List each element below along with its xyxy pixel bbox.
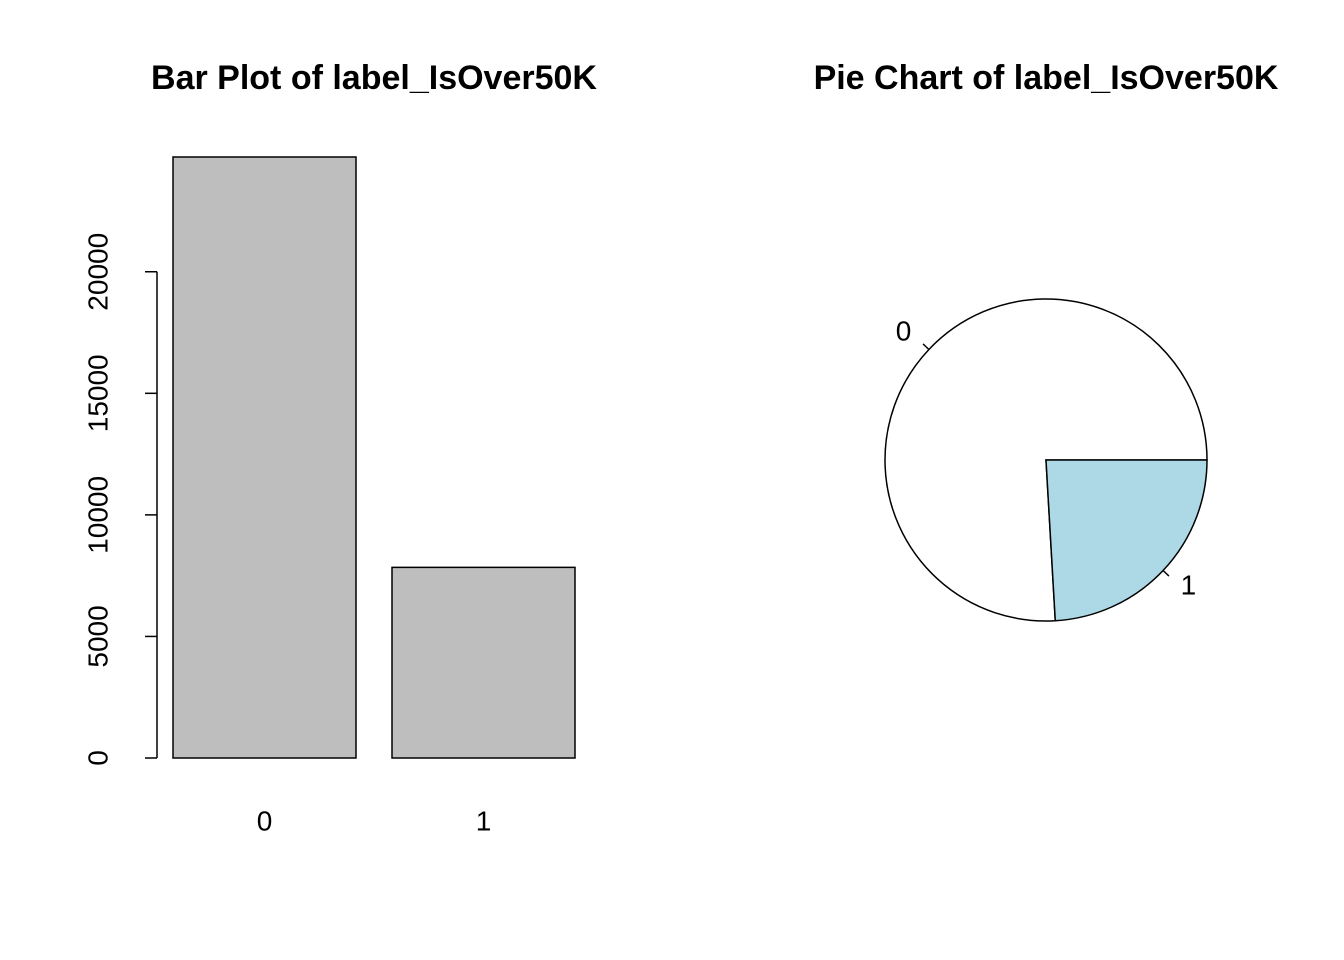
pie-label: 0 (896, 315, 912, 346)
pie-leader (922, 343, 930, 351)
y-tick-label: 5000 (82, 605, 113, 667)
pie-leader (1162, 569, 1170, 577)
y-tick-label: 20000 (82, 233, 113, 311)
x-tick-label: 0 (257, 805, 273, 836)
y-tick-label: 15000 (82, 354, 113, 432)
chart-title: Bar Plot of label_IsOver50K (151, 59, 597, 97)
y-tick-label: 0 (82, 750, 113, 766)
chart-title: Pie Chart of label_IsOver50K (814, 59, 1279, 97)
pie-label: 1 (1181, 569, 1197, 600)
y-tick-label: 10000 (82, 476, 113, 554)
x-tick-label: 1 (476, 805, 492, 836)
bar (172, 156, 357, 759)
bar (391, 566, 576, 759)
